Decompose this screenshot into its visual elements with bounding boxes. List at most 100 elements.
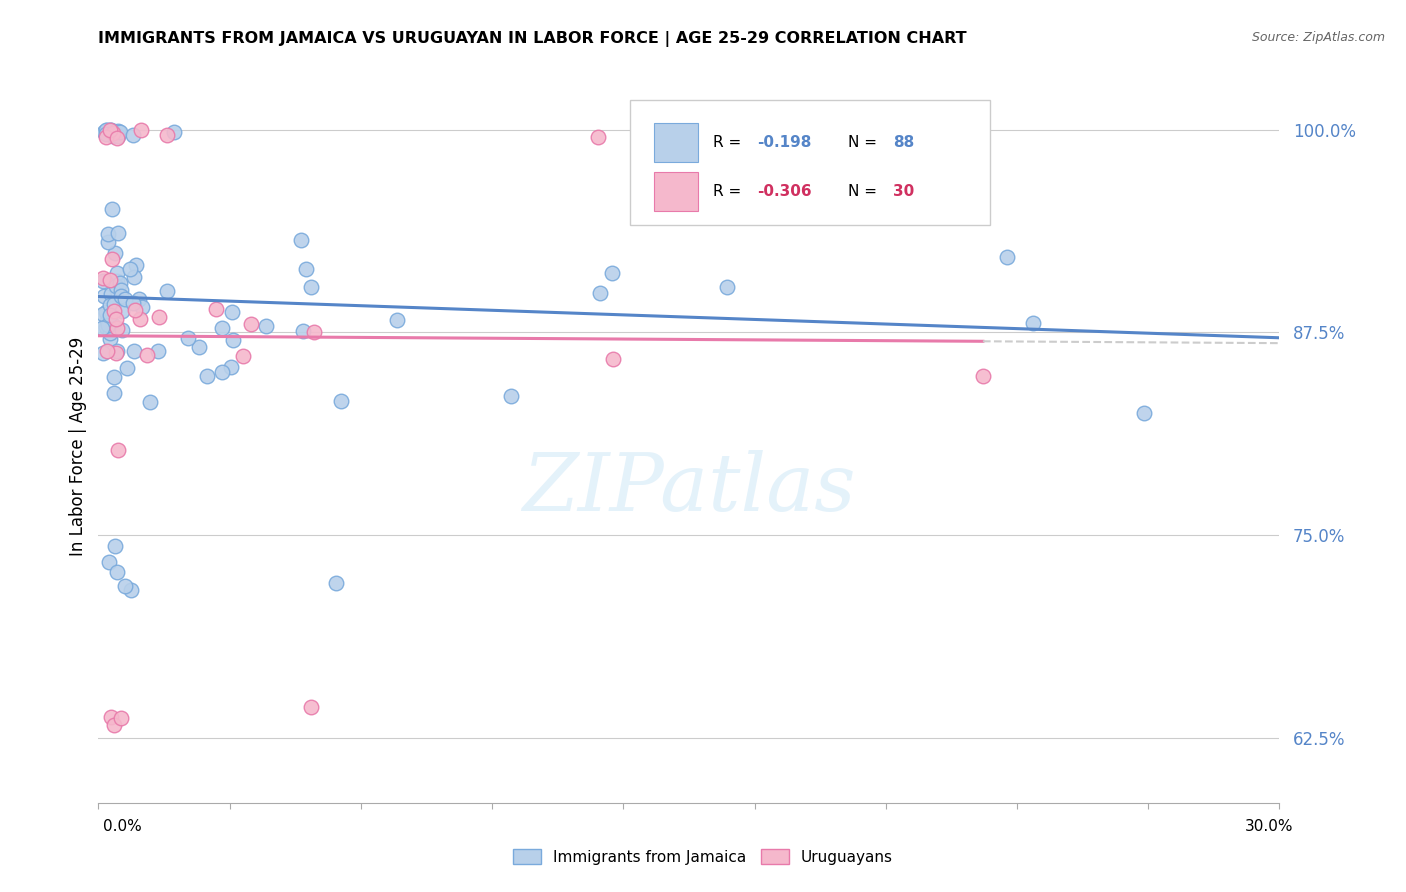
FancyBboxPatch shape — [630, 100, 990, 225]
Point — [139, 394, 162, 409]
Point — [219, 359, 242, 374]
Point — [110, 276, 132, 290]
Point — [330, 393, 353, 408]
Point — [724, 127, 747, 141]
Text: 30: 30 — [893, 184, 914, 199]
Point — [105, 131, 128, 145]
Point — [94, 320, 117, 334]
Text: Source: ZipAtlas.com: Source: ZipAtlas.com — [1251, 31, 1385, 45]
Point — [104, 346, 127, 360]
Point — [136, 348, 159, 362]
Text: 0.0%: 0.0% — [103, 820, 142, 834]
Point — [101, 126, 124, 140]
Point — [211, 321, 233, 335]
Point — [103, 370, 125, 384]
Point — [254, 318, 277, 333]
Point — [995, 250, 1018, 264]
Point — [114, 579, 136, 593]
Point — [98, 273, 121, 287]
Text: R =: R = — [713, 184, 745, 199]
Point — [211, 365, 233, 379]
Point — [111, 304, 134, 318]
Point — [103, 296, 125, 310]
Point — [103, 717, 125, 731]
Point — [100, 710, 122, 724]
Y-axis label: In Labor Force | Age 25-29: In Labor Force | Age 25-29 — [69, 336, 87, 556]
Point — [103, 385, 125, 400]
Point — [96, 127, 118, 141]
Point — [292, 324, 315, 338]
Point — [100, 124, 122, 138]
Point — [295, 261, 318, 276]
Point — [177, 331, 200, 345]
Point — [101, 202, 124, 217]
Point — [101, 252, 124, 267]
Point — [105, 344, 128, 359]
Point — [110, 125, 132, 139]
Text: 30.0%: 30.0% — [1246, 820, 1294, 834]
Point — [156, 128, 179, 143]
Point — [124, 258, 146, 272]
Point — [124, 303, 146, 318]
Point — [100, 122, 122, 136]
Point — [96, 122, 118, 136]
Point — [148, 310, 170, 324]
Point — [107, 124, 129, 138]
Point — [239, 318, 262, 332]
Point — [156, 284, 179, 298]
Point — [93, 346, 115, 360]
Point — [100, 287, 122, 301]
Text: IMMIGRANTS FROM JAMAICA VS URUGUAYAN IN LABOR FORCE | AGE 25-29 CORRELATION CHAR: IMMIGRANTS FROM JAMAICA VS URUGUAYAN IN … — [98, 31, 967, 47]
Point — [299, 279, 322, 293]
Point — [96, 344, 118, 359]
Point — [104, 279, 127, 293]
Point — [107, 226, 129, 240]
Point — [104, 246, 127, 260]
Point — [162, 125, 184, 139]
Point — [121, 128, 143, 142]
Point — [325, 575, 347, 590]
Point — [600, 266, 623, 280]
Point — [105, 274, 128, 288]
Text: N =: N = — [848, 184, 882, 199]
Point — [110, 288, 132, 302]
Point — [105, 566, 128, 580]
Point — [120, 582, 142, 597]
Point — [128, 292, 150, 306]
Point — [385, 313, 408, 327]
Point — [96, 313, 118, 327]
Point — [122, 296, 145, 310]
Point — [146, 343, 169, 358]
Point — [716, 280, 738, 294]
Text: ZIPatlas: ZIPatlas — [522, 450, 856, 527]
Point — [94, 122, 117, 136]
Point — [129, 123, 152, 137]
Point — [589, 286, 612, 301]
Point — [98, 332, 121, 346]
Point — [110, 283, 132, 297]
Point — [96, 129, 118, 144]
Point — [131, 300, 153, 314]
FancyBboxPatch shape — [654, 171, 699, 211]
Text: R =: R = — [713, 136, 745, 150]
Text: -0.198: -0.198 — [758, 136, 811, 150]
Point — [128, 312, 150, 326]
Point — [221, 304, 243, 318]
Point — [98, 308, 121, 322]
FancyBboxPatch shape — [654, 123, 699, 162]
Point — [118, 261, 141, 276]
Text: N =: N = — [848, 136, 882, 150]
Point — [105, 266, 128, 280]
Point — [100, 122, 122, 136]
Point — [98, 124, 121, 138]
Point — [188, 340, 211, 354]
Point — [197, 368, 219, 383]
Point — [110, 711, 132, 725]
Point — [93, 125, 115, 139]
Point — [304, 325, 326, 339]
Text: 88: 88 — [893, 136, 914, 150]
Point — [299, 700, 322, 714]
Point — [105, 321, 128, 335]
Point — [290, 233, 312, 247]
Point — [204, 302, 226, 317]
